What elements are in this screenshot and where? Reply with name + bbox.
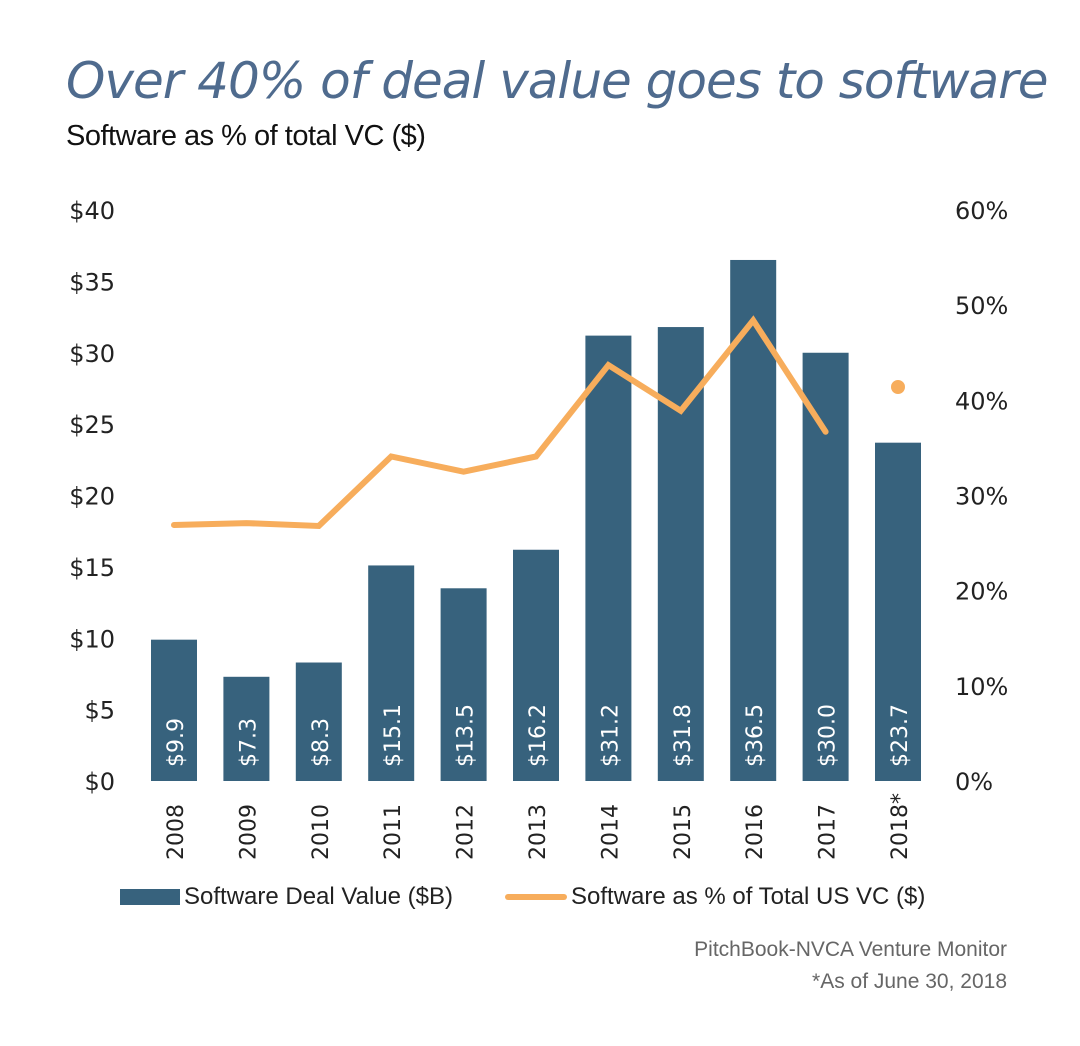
right-y-axis: 0% 10% 20% 30% 40% 50% 60%: [955, 197, 1008, 796]
line-series: [171, 315, 905, 530]
bar-value-label: $8.3: [309, 718, 334, 767]
left-tick-label: $40: [69, 197, 115, 225]
bar-2008: [151, 639, 197, 781]
bar-2014: [585, 335, 632, 781]
bar-value-label: $9.9: [164, 718, 189, 767]
bar-2018*: [875, 442, 921, 781]
bar-2011: [368, 565, 415, 781]
left-tick-label: $5: [84, 697, 115, 725]
x-tick-label: 2010: [309, 804, 334, 860]
bar-value-label: $30.0: [816, 704, 841, 767]
chart-title: Over 40% of deal value goes to software: [66, 52, 1048, 110]
bar-2009: [223, 676, 270, 781]
x-axis: 2008 2009 2010 2011 2012 2013 2014 2015 2016 2017…: [164, 793, 913, 860]
legend-item-deal-value: Software Deal Value ($B): [120, 883, 453, 911]
bar-2012: [440, 588, 487, 781]
right-tick-label: 30%: [955, 483, 1008, 511]
bar-value-label: $13.5: [454, 704, 479, 767]
right-tick-label: 10%: [955, 673, 1008, 701]
source-note: PitchBook-NVCA Venture Monitor *As of Ju…: [694, 934, 1007, 998]
source-text: PitchBook-NVCA Venture Monitor: [694, 938, 1007, 961]
left-y-axis: $0 $5 $10 $15 $20 $25 $30 $35 $40: [69, 197, 115, 796]
left-tick-label: $15: [69, 554, 115, 582]
x-tick-label: 2013: [526, 804, 551, 860]
legend-label-deal-value: Software Deal Value ($B): [184, 883, 454, 910]
right-tick-label: 50%: [955, 292, 1008, 320]
x-tick-label: 2012: [454, 804, 479, 860]
footnote-text: *As of June 30, 2018: [812, 970, 1007, 993]
x-tick-label: 2017: [816, 804, 841, 860]
left-tick-label: $30: [69, 340, 115, 368]
bar-value-label: $16.2: [526, 704, 551, 767]
bar-2017: [802, 352, 849, 781]
x-tick-label: 2011: [381, 804, 406, 860]
x-tick-label: 2009: [236, 804, 261, 860]
bar-series: [151, 259, 921, 781]
percent-line: [171, 315, 829, 530]
bar-value-label: $23.7: [888, 704, 913, 767]
left-tick-label: $10: [69, 625, 115, 653]
right-tick-label: 20%: [955, 578, 1008, 606]
chart-subtitle: Software as % of total VC ($): [66, 120, 426, 152]
right-tick-label: 0%: [955, 768, 993, 796]
x-tick-label: 2014: [598, 804, 623, 860]
left-tick-label: $20: [69, 483, 115, 511]
bar-2013: [513, 549, 559, 781]
bar-2010: [295, 662, 342, 781]
bar-value-label: $31.8: [671, 704, 696, 767]
legend-swatch-line: [505, 894, 568, 900]
legend-swatch-bar: [120, 889, 180, 905]
percent-point-2018: [891, 380, 905, 395]
bar-data-labels: $9.9 $7.3 $8.3 $15.1 $13.5 $16.2 $31.2 $31.8 $36…: [164, 704, 913, 767]
x-tick-label: 2018*: [888, 793, 913, 860]
x-tick-label: 2015: [671, 804, 696, 860]
bar-value-label: $7.3: [236, 718, 261, 767]
legend-label-percent: Software as % of Total US VC ($): [571, 883, 926, 910]
right-tick-label: 60%: [955, 197, 1008, 225]
left-tick-label: $25: [69, 411, 115, 439]
x-tick-label: 2016: [743, 804, 768, 860]
x-tick-label: 2008: [164, 804, 189, 860]
bar-value-label: $31.2: [598, 704, 623, 767]
legend: Software Deal Value ($B) Software as % o…: [120, 880, 977, 914]
bar-value-label: $15.1: [381, 704, 406, 767]
left-tick-label: $35: [69, 268, 115, 296]
legend-item-percent: Software as % of Total US VC ($): [505, 883, 925, 911]
right-tick-label: 40%: [955, 387, 1008, 415]
bar-value-label: $36.5: [743, 704, 768, 767]
left-tick-label: $0: [84, 768, 115, 796]
